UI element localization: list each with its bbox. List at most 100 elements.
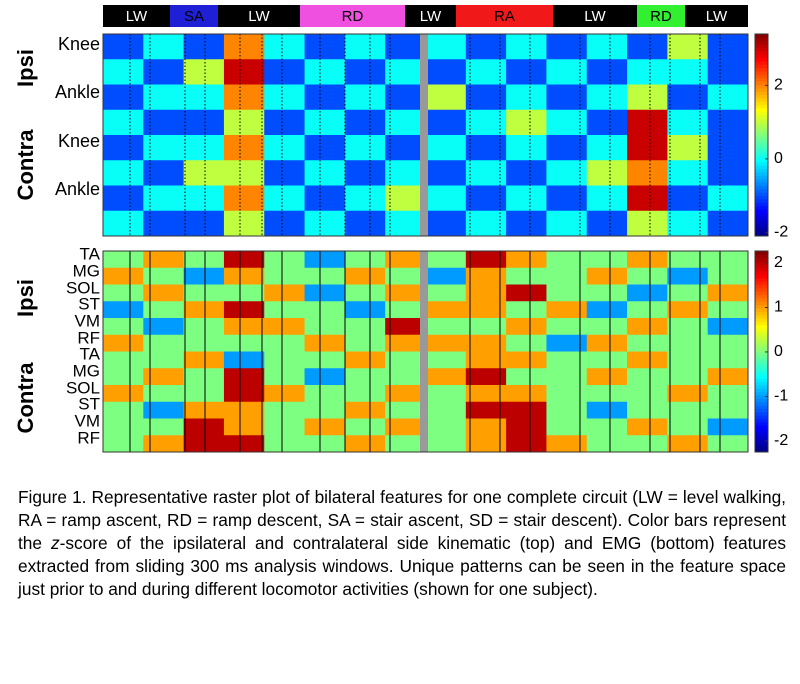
colorbar-step [755, 198, 768, 203]
colorbar-step [755, 114, 768, 119]
raster-cell [425, 34, 467, 60]
raster-cell [586, 160, 628, 186]
colorbar-step [755, 74, 768, 79]
row-label: TA [80, 344, 101, 363]
colorbar-step [755, 307, 768, 312]
raster-cell [707, 34, 749, 60]
colorbar-step [755, 172, 768, 176]
raster-cell [506, 135, 547, 161]
raster-cell [385, 34, 426, 60]
raster-cell [667, 109, 709, 136]
raster-cell [183, 418, 225, 436]
raster-cell [586, 435, 628, 453]
raster-cell [344, 251, 386, 269]
raster-cell [183, 84, 225, 111]
raster-cell [506, 210, 547, 237]
separator [420, 251, 428, 452]
colorbar-step [755, 165, 768, 170]
colorbar-step [755, 378, 768, 383]
raster-cell [506, 401, 547, 419]
colorbar-step [755, 222, 768, 227]
colorbar-step [755, 448, 768, 453]
colorbar-step [755, 428, 768, 433]
activity-label: LW [248, 8, 270, 25]
raster-cell [586, 301, 628, 319]
raster-cell [103, 334, 144, 352]
raster-cell [264, 401, 306, 419]
raster-cell [304, 301, 346, 319]
raster-cell [183, 334, 225, 352]
raster-cell [506, 267, 547, 285]
raster-cell [103, 109, 144, 136]
raster-cell [546, 284, 588, 302]
raster-cell [586, 368, 628, 386]
raster-cell [546, 84, 588, 111]
colorbar-step [755, 219, 768, 224]
raster-cell [304, 435, 346, 453]
colorbar-step [755, 158, 768, 163]
colorbar-step [755, 135, 768, 139]
raster-cell [546, 210, 588, 237]
raster-cell [627, 251, 668, 269]
raster-cell [344, 435, 386, 453]
raster-cell [586, 34, 628, 60]
raster-cell [506, 59, 547, 85]
colorbar-step [755, 395, 768, 399]
raster-cell [425, 368, 467, 386]
raster-cell [183, 267, 225, 285]
raster-cell [546, 109, 588, 136]
raster-cell [667, 351, 709, 369]
row-label: SOL [66, 378, 100, 397]
colorbar-step [755, 328, 768, 332]
raster-cell [465, 109, 507, 136]
colorbar-step [755, 151, 768, 156]
colorbar-step [755, 301, 768, 306]
raster-cell [627, 385, 668, 403]
colorbar-step [755, 261, 768, 265]
raster-cell [506, 334, 547, 352]
colorbar-step [755, 212, 768, 217]
colorbar-step [755, 264, 768, 269]
raster-cell [667, 318, 709, 336]
colorbar-step [755, 168, 768, 173]
raster-cell [344, 109, 386, 136]
raster-cell [667, 301, 709, 319]
raster-cell [707, 210, 749, 237]
raster-cell [546, 351, 588, 369]
row-label: VM [75, 411, 101, 430]
raster-cell [264, 109, 306, 136]
raster-cell [183, 368, 225, 386]
raster-cell [103, 160, 144, 186]
activity-band [553, 5, 637, 27]
raster-cell [143, 210, 185, 237]
raster-cell [344, 351, 386, 369]
raster-cell [223, 251, 265, 269]
raster-cell [344, 135, 386, 161]
activity-band [405, 5, 456, 27]
raster-cell [546, 435, 588, 453]
row-label: TA [80, 244, 101, 263]
raster-cell [385, 301, 426, 319]
raster-cell [465, 401, 507, 419]
colorbar-step [755, 141, 768, 146]
raster-cell [385, 435, 426, 453]
raster-cell [304, 185, 346, 212]
raster-cell [183, 351, 225, 369]
raster-cell [344, 267, 386, 285]
raster-cell [627, 185, 668, 212]
raster-cell [223, 418, 265, 436]
raster-cell [385, 368, 426, 386]
raster-cell [627, 210, 668, 237]
raster-cell [103, 34, 144, 60]
raster-cell [506, 34, 547, 60]
row-label: Ankle [55, 82, 100, 102]
raster-cell [465, 385, 507, 403]
raster-cell [223, 351, 265, 369]
raster-cell [465, 210, 507, 237]
raster-cell [103, 84, 144, 111]
colorbar-step [755, 421, 768, 426]
raster-cell [667, 251, 709, 269]
raster-cell [304, 385, 346, 403]
raster-cell [707, 251, 749, 269]
